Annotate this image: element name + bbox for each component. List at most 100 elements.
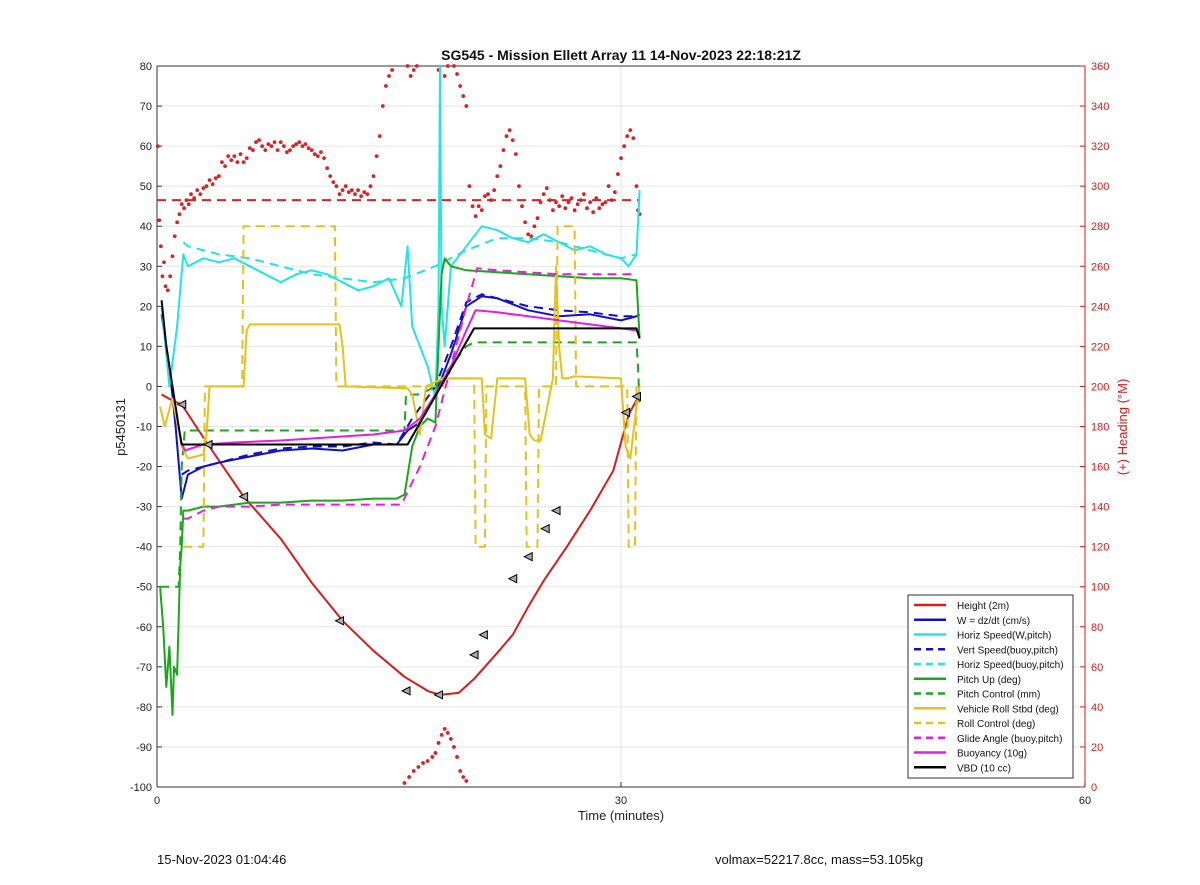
heading-point	[594, 196, 599, 201]
heading-point	[541, 192, 546, 197]
heading-point	[411, 68, 416, 72]
heading-point	[606, 184, 611, 189]
height-marker	[550, 505, 561, 516]
heading-point	[538, 200, 543, 205]
heading-point	[445, 64, 450, 68]
heading-point	[442, 74, 447, 78]
y-tick-label-right: 60	[1091, 662, 1103, 674]
legend-label: Glide Angle (buoy,pitch)	[957, 734, 1062, 745]
heading-point	[631, 136, 636, 141]
heading-point	[600, 202, 605, 207]
heading-point	[461, 94, 466, 98]
heading-point	[165, 288, 170, 293]
heading-point	[588, 200, 592, 205]
heading-point	[192, 196, 197, 201]
x-tick-label: 30	[615, 795, 627, 807]
heading-point	[572, 208, 577, 213]
heading-point	[275, 148, 280, 153]
y-tick-label-left: -80	[136, 702, 152, 714]
y-tick-label-right: 40	[1091, 702, 1103, 714]
heading-point	[260, 144, 265, 149]
heading-point	[312, 152, 317, 157]
heading-point	[207, 178, 212, 183]
heading-point	[216, 174, 221, 179]
heading-point	[328, 174, 333, 179]
heading-point	[182, 206, 186, 211]
heading-point	[479, 208, 484, 213]
heading-point	[254, 140, 258, 145]
heading-point	[158, 244, 163, 249]
heading-point	[269, 144, 274, 149]
heading-point	[377, 134, 382, 138]
heading-point	[458, 84, 463, 88]
chart-title: SG545 - Mission Ellett Array 11 14-Nov-2…	[441, 47, 801, 63]
y-tick-label-right: 260	[1091, 261, 1109, 273]
height-marker	[400, 686, 411, 696]
heading-point	[306, 146, 311, 151]
y-tick-label-left: 40	[140, 221, 152, 233]
heading-point	[168, 274, 173, 279]
legend-label: Buoyancy (10g)	[957, 749, 1027, 760]
heading-point	[325, 166, 330, 171]
legend-label: Pitch Up (deg)	[957, 675, 1021, 686]
heading-point	[467, 184, 472, 189]
footer-vehicle-params: volmax=52217.8cc, mass=53.105kg	[715, 852, 924, 867]
heading-point	[425, 759, 430, 763]
y-tick-label-right: 80	[1091, 622, 1103, 634]
y-tick-label-left: 60	[140, 141, 152, 153]
height-marker	[523, 551, 533, 562]
heading-point	[634, 184, 639, 189]
y-tick-label-right: 140	[1091, 502, 1109, 514]
heading-point	[421, 761, 425, 765]
heading-point	[331, 180, 336, 185]
height-marker	[176, 399, 187, 410]
heading-point	[291, 144, 296, 149]
heading-point	[250, 148, 255, 153]
heading-point	[266, 142, 271, 147]
heading-point	[619, 156, 623, 161]
heading-point	[501, 148, 506, 153]
heading-point	[356, 188, 360, 193]
y-tick-label-left: 50	[140, 181, 152, 193]
heading-point	[452, 64, 456, 68]
heading-point	[526, 232, 531, 237]
heading-point	[566, 200, 571, 205]
grid	[157, 66, 1085, 787]
heading-point	[408, 74, 413, 78]
height-markers	[176, 391, 641, 700]
heading-point	[390, 68, 394, 72]
heading-point	[247, 146, 252, 151]
heading-point	[170, 254, 175, 259]
heading-point	[510, 138, 515, 143]
heading-point	[557, 204, 562, 209]
heading-point	[179, 202, 184, 207]
heading-point	[470, 204, 475, 209]
heading-point	[439, 733, 444, 737]
heading-point	[257, 138, 261, 143]
heading-point	[585, 206, 589, 211]
heading-point	[416, 765, 421, 769]
heading-point	[452, 745, 456, 749]
heading-point	[402, 781, 407, 785]
heading-point	[278, 140, 283, 145]
heading-point	[625, 134, 630, 138]
legend-label: Horiz Speed(buoy,pitch)	[957, 660, 1064, 671]
series-line-11	[160, 300, 641, 446]
heading-point	[560, 194, 565, 199]
heading-point	[517, 184, 521, 189]
heading-point	[368, 184, 373, 189]
heading-point	[157, 218, 162, 223]
heading-point	[411, 769, 416, 773]
heading-point	[160, 274, 165, 279]
y-tick-label-right: 360	[1091, 61, 1109, 73]
heading-point	[489, 198, 493, 203]
heading-point	[201, 186, 206, 191]
heading-point	[513, 152, 518, 157]
legend-label: Horiz Speed(W,pitch)	[957, 631, 1051, 642]
heading-point	[297, 140, 302, 145]
y-tick-label-left: 20	[140, 301, 152, 313]
legend: Height (2m) W = dz/dt (cm/s) Horiz Speed(W…	[907, 594, 1074, 779]
heading-point	[322, 156, 326, 161]
y-tick-label-left: -10	[136, 422, 152, 434]
heading-point	[210, 182, 215, 187]
